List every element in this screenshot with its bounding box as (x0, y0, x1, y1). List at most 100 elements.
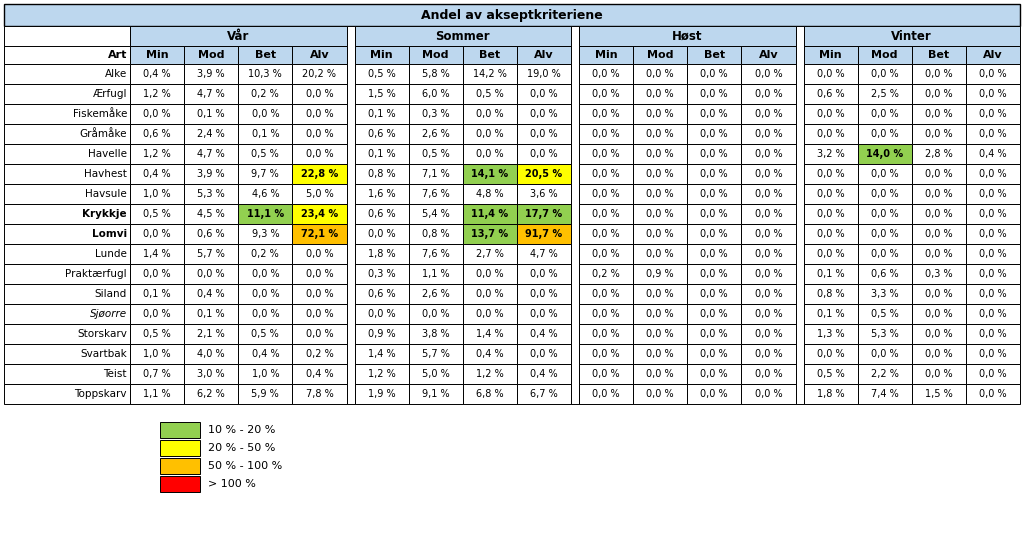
Bar (239, 304, 293, 324)
Text: 1,2 %: 1,2 % (476, 369, 504, 379)
Bar (184, 46, 239, 64)
Bar (160, 476, 200, 492)
Text: Storskarv: Storskarv (77, 329, 127, 339)
Text: 0,0 %: 0,0 % (592, 189, 620, 199)
Text: 7,6 %: 7,6 % (422, 249, 450, 259)
Text: 0,0 %: 0,0 % (143, 269, 171, 279)
Text: 0,0 %: 0,0 % (700, 69, 728, 79)
Text: 0,0 %: 0,0 % (700, 109, 728, 119)
Text: 20,5 %: 20,5 % (525, 169, 562, 179)
Bar (687, 264, 741, 284)
Text: Praktærfugl: Praktærfugl (66, 269, 127, 279)
Text: Ærfugl: Ærfugl (92, 89, 127, 99)
Text: 0,0 %: 0,0 % (646, 249, 674, 259)
Text: 0,0 %: 0,0 % (646, 349, 674, 359)
Text: 0,4 %: 0,4 % (476, 349, 504, 359)
Bar (517, 164, 571, 184)
Text: 14,1 %: 14,1 % (471, 169, 508, 179)
Text: 4,8 %: 4,8 % (476, 189, 504, 199)
Text: 0,0 %: 0,0 % (817, 229, 845, 239)
Bar (579, 26, 796, 46)
Bar (966, 104, 1020, 124)
Bar (579, 364, 633, 384)
Bar (858, 144, 911, 164)
Bar (130, 64, 184, 84)
Bar (741, 244, 796, 264)
Text: 0,0 %: 0,0 % (305, 329, 333, 339)
Text: 0,0 %: 0,0 % (592, 69, 620, 79)
Bar (741, 124, 796, 144)
Bar (409, 224, 463, 244)
Text: 19,0 %: 19,0 % (527, 69, 561, 79)
Text: 0,0 %: 0,0 % (305, 269, 333, 279)
Bar (858, 244, 911, 264)
Bar (293, 204, 346, 224)
Text: Lomvi: Lomvi (92, 229, 127, 239)
Bar (4, 124, 130, 144)
Bar (517, 46, 571, 64)
Bar (579, 84, 633, 104)
Text: 1,0 %: 1,0 % (143, 349, 171, 359)
Text: Vår: Vår (227, 29, 250, 43)
Text: 0,0 %: 0,0 % (755, 269, 782, 279)
Text: 0,0 %: 0,0 % (143, 309, 171, 319)
Text: 0,0 %: 0,0 % (530, 149, 558, 159)
Bar (4, 46, 130, 64)
Text: 4,5 %: 4,5 % (198, 209, 225, 219)
Bar (293, 324, 346, 344)
Bar (858, 204, 911, 224)
Bar (293, 384, 346, 404)
Text: 5,3 %: 5,3 % (198, 189, 225, 199)
Text: 91,7 %: 91,7 % (525, 229, 562, 239)
Bar (4, 364, 130, 384)
Text: 2,8 %: 2,8 % (925, 149, 952, 159)
Text: 0,0 %: 0,0 % (700, 289, 728, 299)
Text: 1,4 %: 1,4 % (476, 329, 504, 339)
Text: 0,0 %: 0,0 % (592, 349, 620, 359)
Bar (4, 204, 130, 224)
Bar (517, 104, 571, 124)
Bar (354, 384, 409, 404)
Bar (184, 184, 239, 204)
Text: Havelle: Havelle (88, 149, 127, 159)
Bar (966, 264, 1020, 284)
Text: 0,0 %: 0,0 % (646, 329, 674, 339)
Text: 0,0 %: 0,0 % (476, 129, 504, 139)
Text: 0,0 %: 0,0 % (925, 89, 952, 99)
Bar (911, 384, 966, 404)
Bar (911, 164, 966, 184)
Text: 0,0 %: 0,0 % (925, 369, 952, 379)
Text: 1,5 %: 1,5 % (368, 89, 395, 99)
Bar (184, 144, 239, 164)
Bar (911, 344, 966, 364)
Text: 0,9 %: 0,9 % (368, 329, 395, 339)
Text: 0,8 %: 0,8 % (817, 289, 845, 299)
Text: 5,7 %: 5,7 % (422, 349, 450, 359)
Bar (4, 224, 130, 244)
Bar (741, 304, 796, 324)
Text: 0,0 %: 0,0 % (979, 329, 1007, 339)
Text: 0,0 %: 0,0 % (646, 129, 674, 139)
Bar (130, 184, 184, 204)
Bar (741, 46, 796, 64)
Bar (463, 324, 517, 344)
Text: 0,0 %: 0,0 % (870, 109, 898, 119)
Bar (4, 384, 130, 404)
Bar (463, 284, 517, 304)
Text: 0,5 %: 0,5 % (143, 209, 171, 219)
Bar (184, 224, 239, 244)
Bar (911, 184, 966, 204)
Bar (130, 224, 184, 244)
Text: 0,0 %: 0,0 % (476, 109, 504, 119)
Text: 0,0 %: 0,0 % (700, 89, 728, 99)
Bar (184, 84, 239, 104)
Bar (579, 124, 633, 144)
Bar (804, 284, 858, 304)
Text: 0,0 %: 0,0 % (592, 169, 620, 179)
Text: 0,0 %: 0,0 % (646, 169, 674, 179)
Bar (804, 184, 858, 204)
Text: 0,1 %: 0,1 % (252, 129, 280, 139)
Text: 1,9 %: 1,9 % (368, 389, 395, 399)
Text: Vinter: Vinter (891, 29, 932, 43)
Text: 0,1 %: 0,1 % (368, 109, 395, 119)
